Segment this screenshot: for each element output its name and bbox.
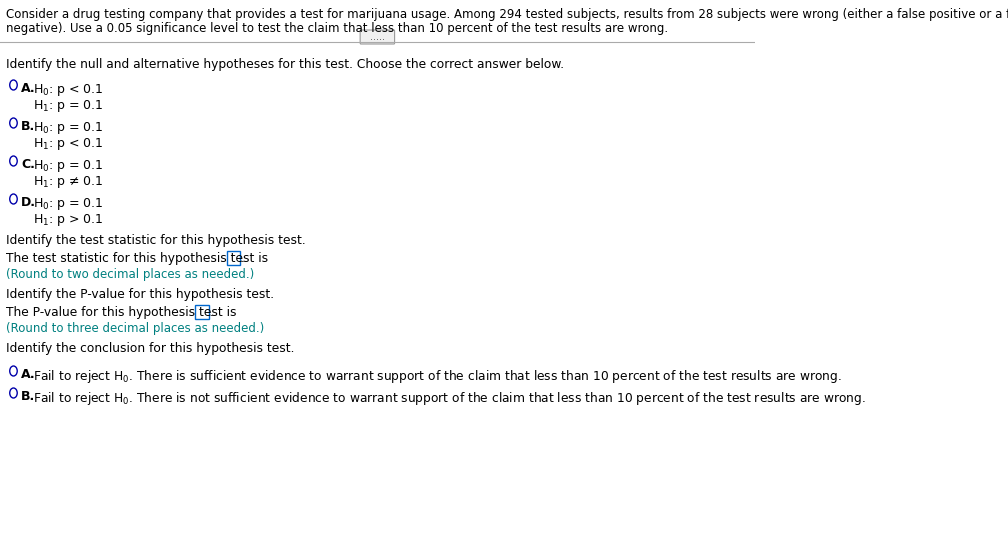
Text: H$_1$: p > 0.1: H$_1$: p > 0.1 <box>33 212 104 228</box>
Text: H$_0$: p = 0.1: H$_0$: p = 0.1 <box>33 196 104 212</box>
Text: Identify the null and alternative hypotheses for this test. Choose the correct a: Identify the null and alternative hypoth… <box>6 58 564 71</box>
Text: H$_1$: p = 0.1: H$_1$: p = 0.1 <box>33 98 104 114</box>
Text: Fail to reject H$_0$. There is not sufficient evidence to warrant support of the: Fail to reject H$_0$. There is not suffi… <box>33 390 866 407</box>
Text: D.: D. <box>21 196 36 209</box>
Text: H$_1$: p < 0.1: H$_1$: p < 0.1 <box>33 136 104 152</box>
Text: negative). Use a 0.05 significance level to test the claim that less than 10 per: negative). Use a 0.05 significance level… <box>6 22 668 35</box>
Text: .: . <box>210 306 214 319</box>
FancyBboxPatch shape <box>196 305 209 319</box>
Text: (Round to three decimal places as needed.): (Round to three decimal places as needed… <box>6 322 264 335</box>
Text: H$_1$: p ≠ 0.1: H$_1$: p ≠ 0.1 <box>33 174 104 190</box>
Text: Consider a drug testing company that provides a test for marijuana usage. Among : Consider a drug testing company that pro… <box>6 8 1008 21</box>
Text: The test statistic for this hypothesis test is: The test statistic for this hypothesis t… <box>6 252 268 265</box>
Text: (Round to two decimal places as needed.): (Round to two decimal places as needed.) <box>6 268 254 281</box>
Text: A.: A. <box>21 368 35 381</box>
Text: Identify the conclusion for this hypothesis test.: Identify the conclusion for this hypothe… <box>6 342 294 355</box>
Text: Identify the P-value for this hypothesis test.: Identify the P-value for this hypothesis… <box>6 288 274 301</box>
Text: The P-value for this hypothesis test is: The P-value for this hypothesis test is <box>6 306 237 319</box>
Text: H$_0$: p < 0.1: H$_0$: p < 0.1 <box>33 82 104 98</box>
Text: .....: ..... <box>370 32 385 42</box>
FancyBboxPatch shape <box>227 251 240 265</box>
Text: .: . <box>241 252 245 265</box>
Text: B.: B. <box>21 120 35 133</box>
Text: B.: B. <box>21 390 35 403</box>
Text: Identify the test statistic for this hypothesis test.: Identify the test statistic for this hyp… <box>6 234 305 247</box>
Text: Fail to reject H$_0$. There is sufficient evidence to warrant support of the cla: Fail to reject H$_0$. There is sufficien… <box>33 368 842 385</box>
Text: H$_0$: p = 0.1: H$_0$: p = 0.1 <box>33 120 104 136</box>
FancyBboxPatch shape <box>360 30 394 44</box>
Text: A.: A. <box>21 82 35 95</box>
Text: C.: C. <box>21 158 35 171</box>
Text: H$_0$: p = 0.1: H$_0$: p = 0.1 <box>33 158 104 174</box>
